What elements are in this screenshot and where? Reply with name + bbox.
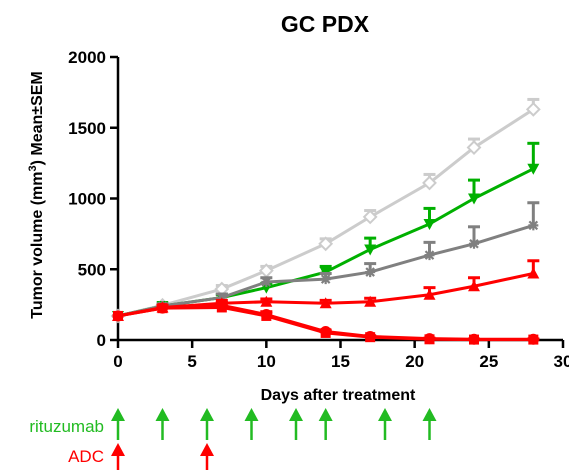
x-tick-label: 30 [554, 352, 569, 371]
data-point [113, 310, 123, 321]
data-point [364, 244, 377, 256]
y-axis-label-suffix: ) Mean±SEM [29, 71, 46, 165]
y-axis-label-superscript: 3 [27, 165, 39, 171]
data-point [365, 267, 376, 278]
x-tick-label: 20 [405, 352, 424, 371]
data-point [320, 274, 331, 285]
dose-arrow-head [378, 408, 392, 421]
x-axis-label: Days after treatment [261, 387, 416, 404]
series-5 [113, 302, 540, 345]
data-point [528, 334, 539, 345]
data-point [320, 327, 331, 338]
chart-title: GC PDX [281, 11, 370, 37]
annotation-0: rituzumab [29, 408, 437, 440]
data-point [364, 295, 377, 307]
dose-arrow-head [422, 408, 437, 421]
data-point [216, 302, 227, 313]
y-tick-label: 1500 [68, 119, 106, 138]
data-point [525, 101, 541, 117]
y-tick-label: 1000 [68, 190, 106, 209]
x-tick-label: 25 [479, 352, 498, 371]
data-point [423, 288, 436, 300]
data-point [422, 175, 437, 191]
y-axis-label-prefix: Tumor volume (mm [29, 171, 46, 318]
axes: 0 5 10 15 20 25 30 0 500 1000 1500 2000 [68, 48, 569, 371]
annotation-1: ADC [68, 443, 214, 470]
data-point [528, 220, 539, 231]
dose-arrow-head [155, 408, 170, 421]
data-point [318, 236, 334, 252]
data-point [469, 334, 479, 345]
dose-arrow-head [244, 408, 259, 421]
data-point [261, 276, 272, 287]
data-point [424, 334, 435, 345]
annotation-label: ADC [68, 447, 104, 466]
data-point [157, 303, 168, 314]
dose-arrow-head [200, 408, 214, 421]
dose-arrow-head [200, 443, 214, 456]
dose-arrow-head [289, 408, 303, 421]
data-point [469, 238, 479, 249]
data-point [365, 332, 376, 343]
y-tick-label: 500 [78, 260, 106, 279]
dose-arrow-head [111, 443, 125, 456]
data-point [423, 218, 436, 230]
data-point [466, 140, 482, 155]
y-tick-label: 2000 [68, 48, 106, 67]
x-tick-label: 10 [257, 352, 276, 371]
x-tick-label: 15 [331, 352, 350, 371]
data-point [527, 267, 540, 279]
data-point [260, 295, 273, 307]
y-axis-label: Tumor volume (mm3) Mean±SEM [27, 71, 46, 319]
series-layer [110, 97, 541, 345]
data-point [468, 193, 480, 205]
data-point [362, 209, 378, 225]
data-point [319, 297, 332, 309]
x-tick-label: 5 [187, 352, 196, 371]
treatment-annotations: rituzumab ADC [29, 408, 437, 470]
data-point [261, 310, 272, 321]
x-tick-label: 0 [113, 352, 122, 371]
dose-arrow-head [111, 408, 125, 421]
data-point [424, 250, 435, 261]
dose-arrow-head [318, 408, 333, 421]
data-point [468, 280, 480, 292]
annotation-label: rituzumab [29, 417, 104, 436]
y-tick-label: 0 [97, 331, 106, 350]
data-point [527, 163, 540, 175]
